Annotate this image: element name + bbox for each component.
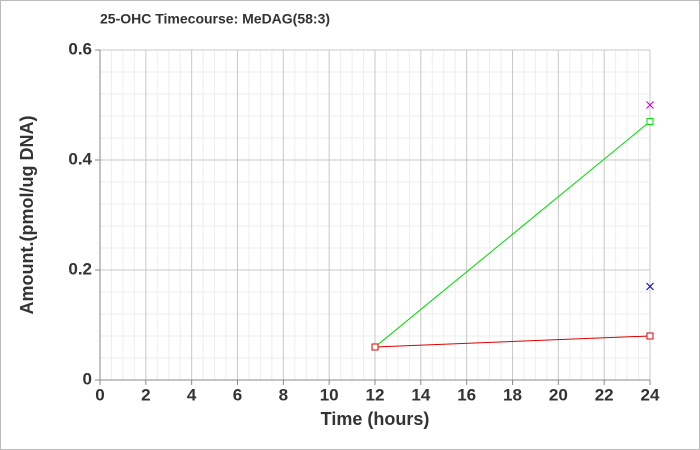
x-tick-label: 12 bbox=[366, 385, 385, 404]
x-tick-label: 10 bbox=[320, 385, 339, 404]
data-point bbox=[646, 101, 654, 109]
x-tick-label: 6 bbox=[233, 385, 242, 404]
x-tick-label: 0 bbox=[95, 385, 104, 404]
data-point bbox=[646, 118, 654, 125]
y-axis-label: Amount.(pmol/ug DNA) bbox=[17, 116, 37, 315]
x-axis-label: Time (hours) bbox=[321, 409, 430, 429]
x-tick-label: 4 bbox=[187, 385, 197, 404]
x-tick-label: 20 bbox=[549, 385, 568, 404]
y-tick-label: 0.2 bbox=[68, 259, 92, 278]
chart-title: 25-OHC Timecourse: MeDAG(58:3) bbox=[100, 11, 330, 27]
y-tick-label: 0.4 bbox=[68, 149, 92, 168]
x-tick-label: 16 bbox=[457, 385, 476, 404]
y-tick-label: 0.6 bbox=[68, 39, 92, 58]
x-tick-label: 8 bbox=[279, 385, 288, 404]
x-tick-label: 22 bbox=[595, 385, 614, 404]
data-point bbox=[371, 343, 379, 351]
series-line bbox=[374, 335, 651, 348]
series-line bbox=[374, 121, 651, 348]
x-tick-label: 18 bbox=[503, 385, 522, 404]
x-tick-label: 24 bbox=[641, 385, 660, 404]
data-point bbox=[646, 282, 654, 291]
data-point bbox=[646, 332, 654, 340]
y-tick-label: 0 bbox=[83, 369, 92, 388]
x-tick-label: 2 bbox=[141, 385, 150, 404]
x-tick-label: 14 bbox=[411, 385, 430, 404]
